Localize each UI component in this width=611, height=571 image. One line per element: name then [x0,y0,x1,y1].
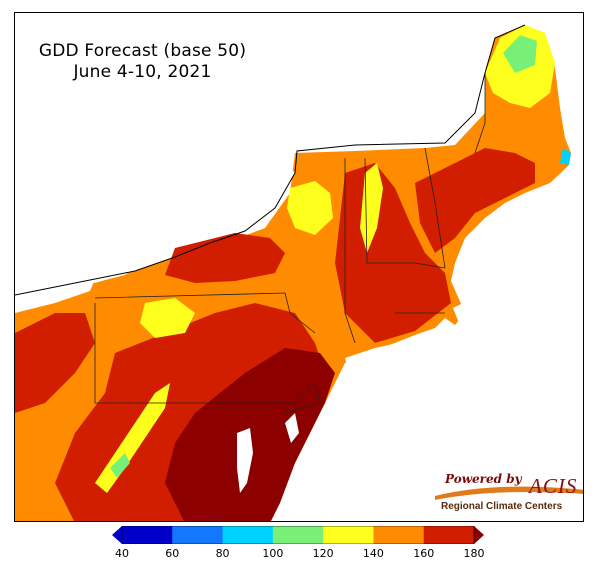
delaware-bay [285,413,299,443]
lake-erie [15,279,95,313]
cape-cod [453,303,467,323]
colorbar-bin-40 [122,526,173,544]
canada-region [15,13,485,291]
gdd-map [15,13,583,521]
map-subtitle: June 4-10, 2021 [73,62,212,82]
colorbar-bin-140 [373,526,425,544]
state-boundaries [94,73,486,414]
colorbar-tick-label: 180 [463,547,485,560]
border-line [15,24,526,296]
gdd-120-140-pa [140,298,195,338]
logo-swoosh-icon [435,486,583,500]
colorbar-tick-label: 100 [262,547,284,560]
gdd-160-180-west [15,313,95,413]
colorbar-legend [112,526,484,544]
colorbar-tick-label: 80 [215,547,230,560]
gdd-80-100-coast [560,148,571,165]
gdd-160-180-nh [415,148,535,253]
colorbar-bin-100 [272,526,324,544]
colorbar-tick-label: 140 [362,547,384,560]
colorbar-arrow-low [112,526,122,544]
colorbar-outline [121,526,475,544]
map-panel: GDD Forecast (base 50) June 4-10, 2021 P… [14,12,584,522]
long-island-sound [345,341,407,365]
logo-brand: ACIS [529,474,578,498]
acis-logo: Powered by ACIS Regional Climate Centers [435,468,583,521]
colorbar-tick-label: 160 [413,547,435,560]
colorbar-bin-60 [172,526,224,544]
gdd-100-120-appalachian [110,453,130,478]
colorbar-bin-120 [323,526,374,544]
map-title: GDD Forecast (base 50) [38,41,247,61]
colorbar-bin-80 [222,526,274,544]
colorbar-tick-label: 40 [115,547,129,560]
chesapeake-bay [237,428,253,493]
logo-subtitle: Regional Climate Centers [441,501,563,512]
colorbar-tick-label: 120 [312,547,334,560]
colorbar-arrow-high [474,526,484,544]
gdd-100-120-maine [503,35,537,73]
gdd-160-180-ny [165,233,285,283]
colorbar-tick-label: 60 [165,547,180,560]
gdd-120-140-adirondacks [287,181,333,235]
colorbar-bin-160 [423,526,475,544]
logo-powered-by: Powered by [445,472,522,486]
